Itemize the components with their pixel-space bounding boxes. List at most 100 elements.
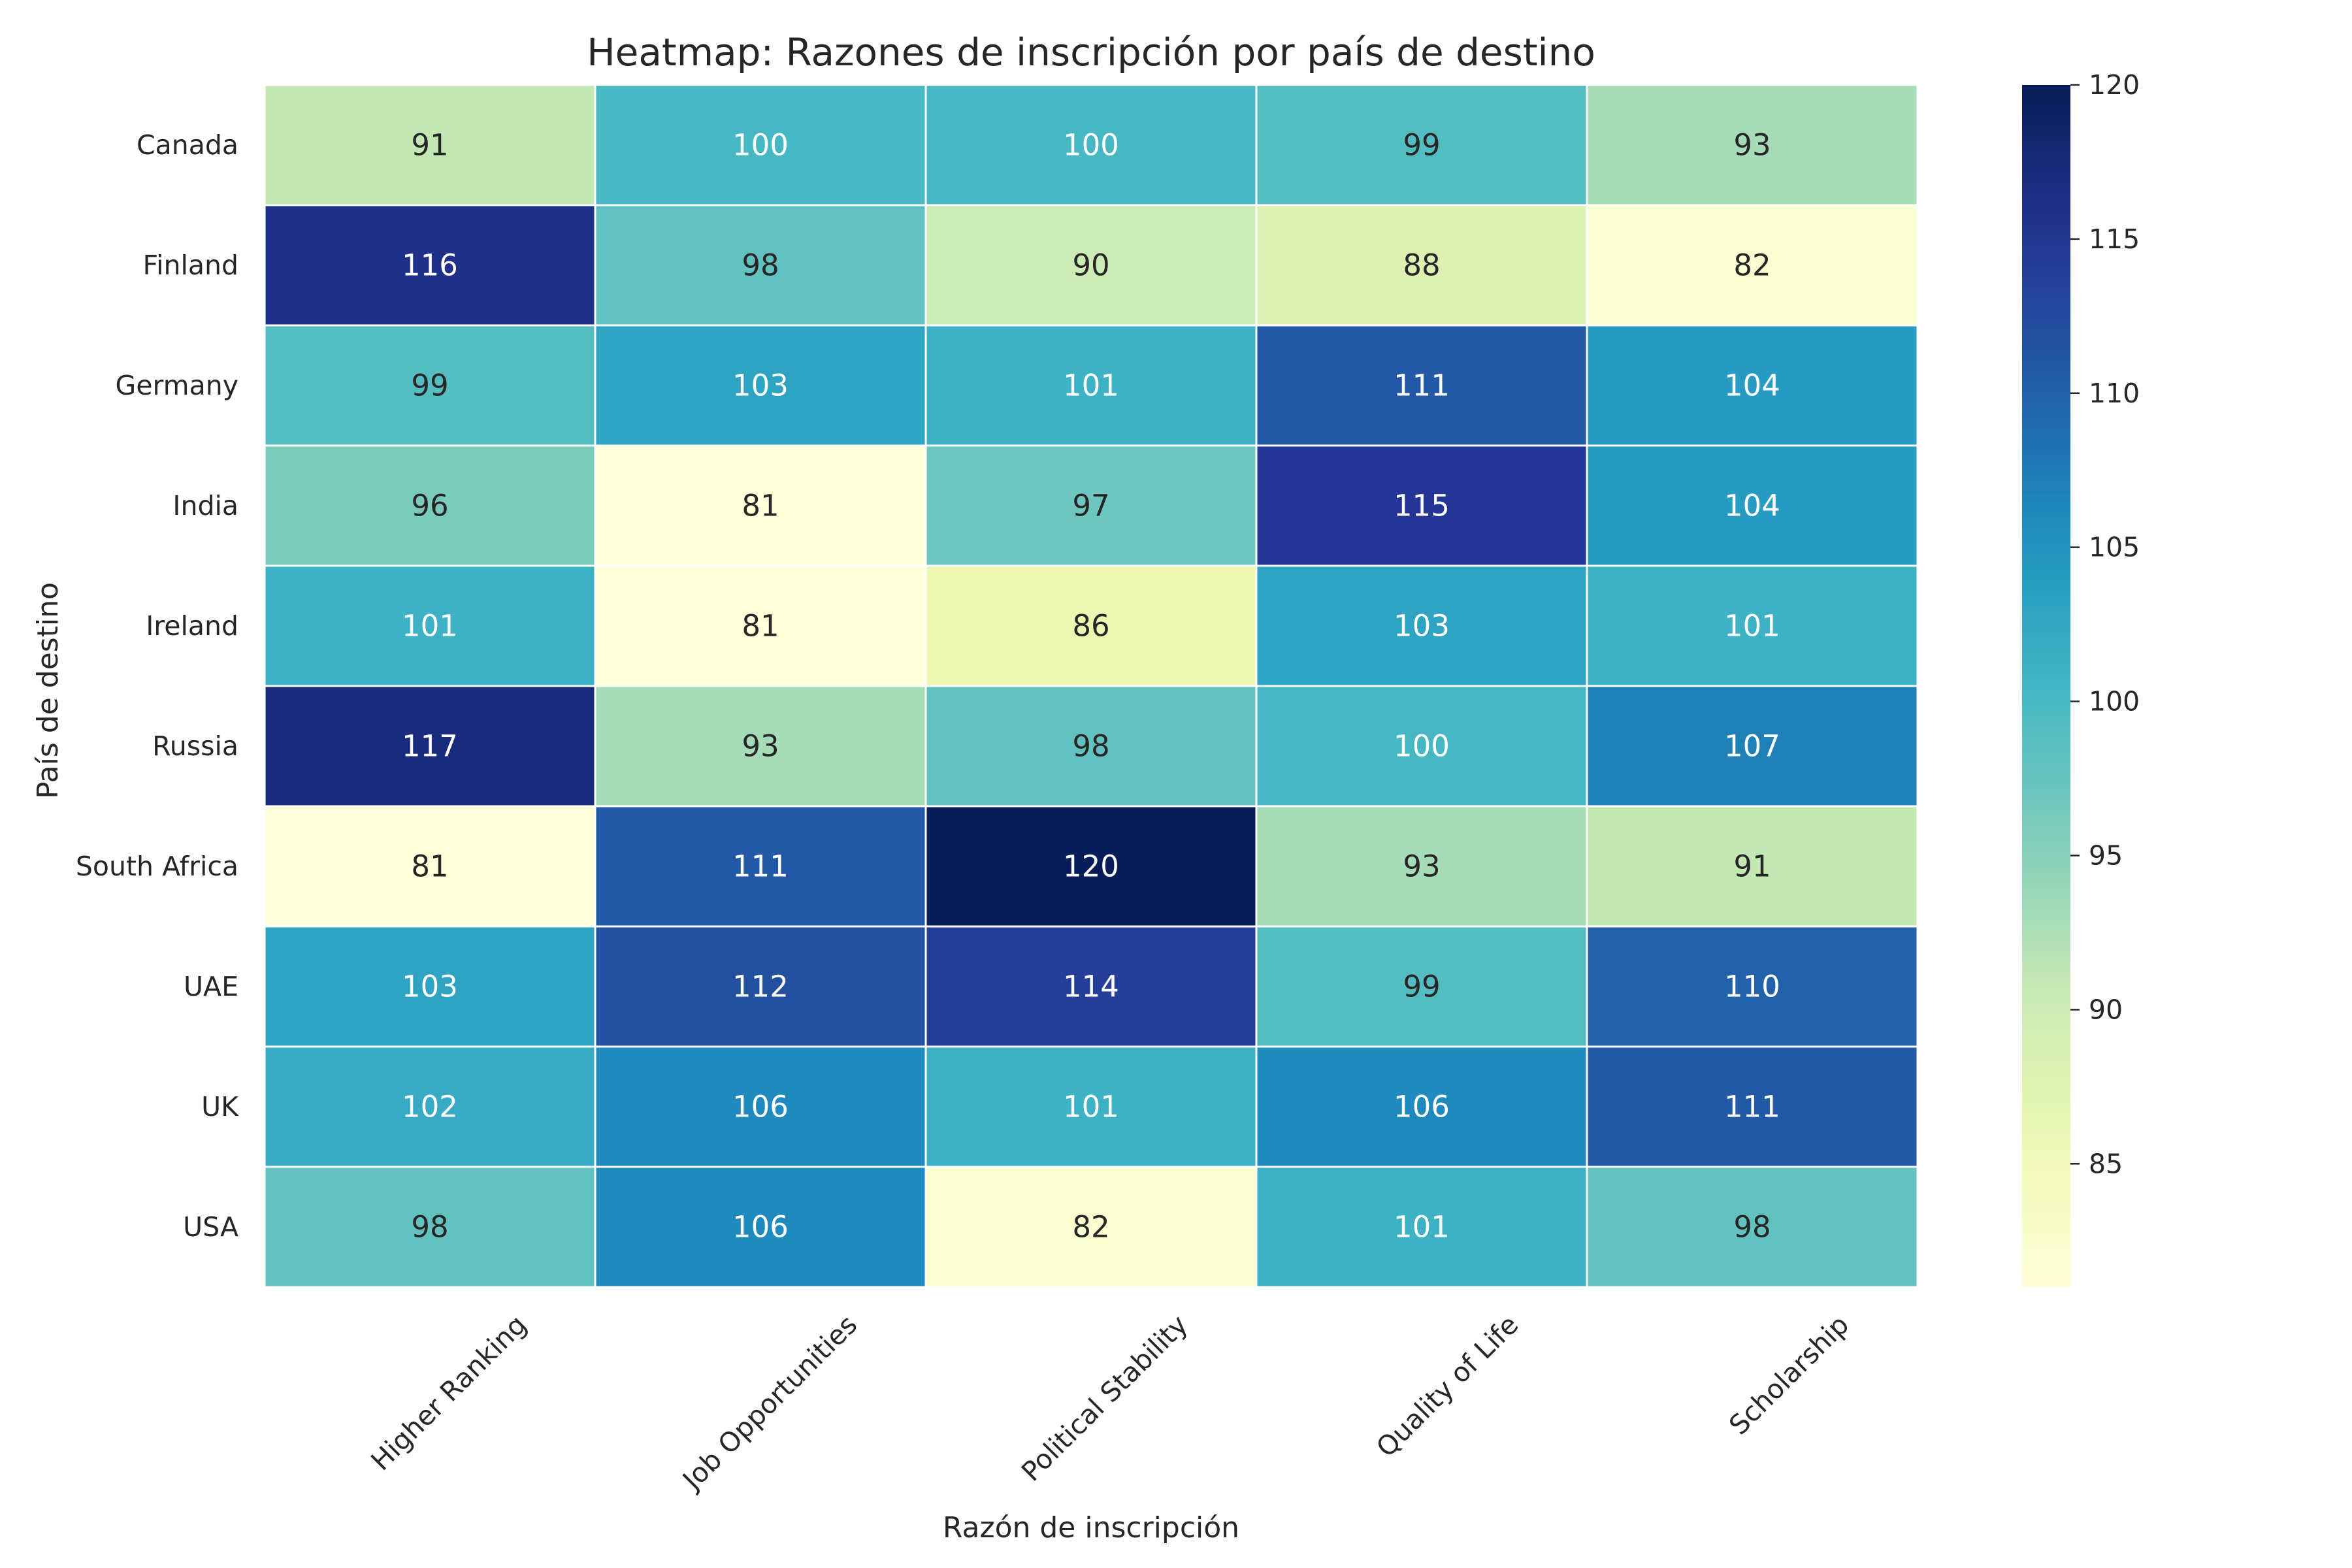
colorbar-tick-label: 105	[2089, 532, 2140, 563]
y-tick-label: Ireland	[146, 610, 238, 642]
x-tick-label: Higher Ranking	[365, 1309, 533, 1477]
heatmap-cell-label: 102	[402, 1090, 458, 1124]
heatmap-cell-label: 86	[1072, 609, 1109, 644]
heatmap-cell-label: 106	[1394, 1090, 1450, 1124]
heatmap-cell	[594, 84, 927, 206]
colorbar-gradient	[2022, 85, 2070, 1287]
heatmap-cell-label: 81	[742, 489, 779, 523]
x-tick-label: Job Opportunities	[676, 1309, 864, 1497]
heatmap-cell	[263, 1166, 596, 1288]
heatmap-cell-label: 106	[732, 1210, 789, 1245]
y-tick-label: South Africa	[76, 851, 238, 882]
heatmap-cell	[594, 1166, 927, 1288]
heatmap-cell	[263, 925, 596, 1048]
heatmap-cell	[594, 1045, 927, 1168]
x-tick-label: Scholarship	[1723, 1309, 1855, 1441]
heatmap-cell-label: 114	[1063, 970, 1119, 1004]
heatmap-cell-label: 93	[742, 729, 779, 764]
heatmap-cell-label: 90	[1072, 248, 1109, 283]
heatmap-cell	[924, 324, 1258, 447]
heatmap-cell-label: 93	[1403, 849, 1440, 884]
y-tick-label: Canada	[137, 129, 238, 161]
heatmap-cells	[263, 84, 1919, 1288]
heatmap-cell-label: 110	[1724, 970, 1780, 1004]
colorbar: 85 90 95 100 105 110 115 120	[2022, 69, 2140, 1287]
heatmap-cell-label: 101	[1724, 609, 1780, 644]
heatmap-cell-label: 98	[742, 248, 779, 283]
heatmap-cell	[263, 805, 596, 928]
heatmap-cell-label: 100	[1063, 128, 1119, 163]
heatmap-cell	[1586, 564, 1919, 687]
heatmap-cell-label: 96	[411, 489, 448, 523]
heatmap-cell-label: 106	[732, 1090, 789, 1124]
colorbar-tick-label: 90	[2089, 994, 2123, 1025]
heatmap-cell-label: 111	[1394, 368, 1450, 403]
y-axis-label: País de destino	[31, 582, 65, 799]
heatmap-cell-label: 111	[732, 849, 789, 884]
heatmap-cell-label: 82	[1072, 1210, 1109, 1245]
heatmap-cell	[1586, 925, 1919, 1048]
heatmap-cell-label: 91	[1733, 849, 1771, 884]
heatmap-cell	[594, 685, 927, 808]
heatmap-cell-label: 104	[1724, 489, 1780, 523]
heatmap-cell-label: 101	[1063, 1090, 1119, 1124]
y-tick-label: USA	[183, 1211, 238, 1243]
heatmap-cell-label: 103	[402, 970, 458, 1004]
heatmap-cell	[924, 685, 1258, 808]
heatmap-cell-label: 99	[1403, 128, 1440, 163]
heatmap-cell-label: 117	[402, 729, 458, 764]
colorbar-tick-label: 95	[2089, 840, 2123, 871]
colorbar-tick-label: 85	[2089, 1148, 2123, 1179]
heatmap-cell-label: 120	[1063, 849, 1119, 884]
heatmap-cell	[1586, 444, 1919, 567]
heatmap-cell-label: 103	[1394, 609, 1450, 644]
heatmap-cell	[594, 444, 927, 567]
chart-title: Heatmap: Razones de inscripción por país…	[587, 30, 1595, 74]
heatmap-cell	[1586, 84, 1919, 206]
heatmap-cell	[1586, 1166, 1919, 1288]
heatmap-cell	[1255, 685, 1588, 808]
heatmap-cell-label: 98	[1733, 1210, 1771, 1245]
heatmap-cell-label: 82	[1733, 248, 1771, 283]
heatmap-cell-label: 112	[732, 970, 789, 1004]
heatmap-cell	[924, 84, 1258, 206]
heatmap-cell-label: 98	[411, 1210, 448, 1245]
heatmap-cell	[924, 204, 1258, 327]
heatmap-cell	[924, 564, 1258, 687]
colorbar-ticks: 85 90 95 100 105 110 115 120	[2070, 69, 2140, 1179]
heatmap-cell	[1586, 204, 1919, 327]
heatmap-cell-label: 81	[411, 849, 448, 884]
heatmap-cell-label: 88	[1403, 248, 1440, 283]
heatmap-cell-label: 116	[402, 248, 458, 283]
heatmap-cell	[924, 1045, 1258, 1168]
heatmap-cell	[1586, 805, 1919, 928]
x-tick-label: Political Stability	[1015, 1309, 1194, 1487]
x-tick-label: Quality of Life	[1370, 1309, 1524, 1463]
heatmap-cell	[1586, 685, 1919, 808]
heatmap-cell	[924, 1166, 1258, 1288]
heatmap-cell-label: 101	[1063, 368, 1119, 403]
heatmap-cell-label: 104	[1724, 368, 1780, 403]
heatmap-cell-label: 93	[1733, 128, 1771, 163]
heatmap-cell	[594, 925, 927, 1048]
heatmap-cell-label: 99	[411, 368, 448, 403]
heatmap-cell-label: 115	[1394, 489, 1450, 523]
heatmap-cell-label: 91	[411, 128, 448, 163]
colorbar-tick-label: 115	[2089, 223, 2140, 255]
y-tick-label: Russia	[152, 730, 238, 762]
heatmap-cell	[1586, 1045, 1919, 1168]
heatmap-cell	[1255, 925, 1588, 1048]
x-axis-label: Razón de inscripción	[943, 1511, 1239, 1544]
heatmap-cell	[594, 324, 927, 447]
heatmap-cell-label: 99	[1403, 970, 1440, 1004]
colorbar-tick-label: 100	[2089, 686, 2140, 717]
heatmap-cell-label: 97	[1072, 489, 1109, 523]
heatmap-cell	[924, 444, 1258, 567]
heatmap-cell	[1586, 324, 1919, 447]
heatmap-cell-label: 111	[1724, 1090, 1780, 1124]
heatmap-cell-label: 101	[402, 609, 458, 644]
heatmap-cell	[924, 925, 1258, 1048]
x-axis-tick-labels: Higher Ranking Job Opportunities Political…	[365, 1309, 1855, 1497]
heatmap-cell	[1255, 324, 1588, 447]
